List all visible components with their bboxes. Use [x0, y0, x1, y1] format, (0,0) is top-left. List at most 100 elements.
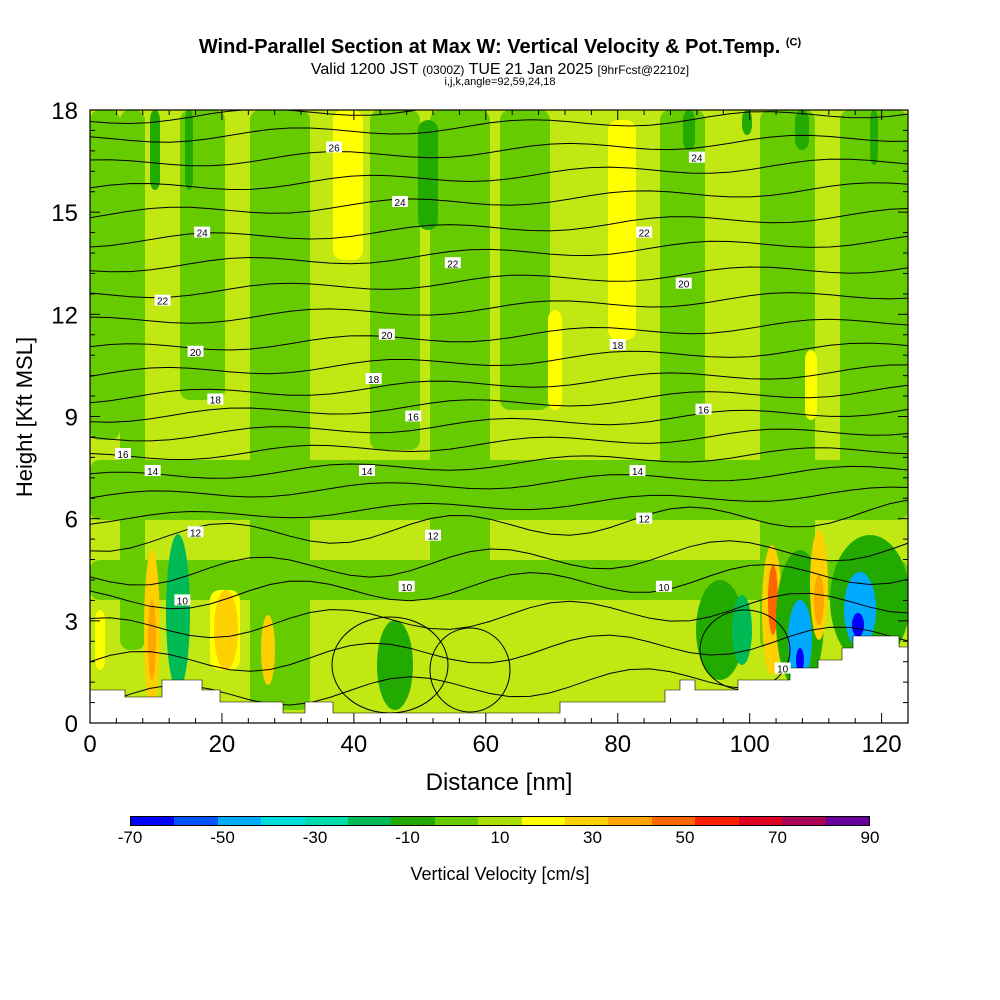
- velocity-cell: [732, 595, 752, 665]
- colorbar-tick-label: 70: [768, 828, 787, 847]
- contour-label: 10: [777, 665, 789, 676]
- isentrope: [90, 266, 908, 299]
- contour-label-box: [114, 447, 131, 459]
- x-tick-label: 120: [862, 731, 902, 758]
- velocity-cell: [90, 110, 120, 440]
- velocity-cell: [418, 120, 438, 230]
- contour-label-box: [207, 393, 224, 405]
- contour-label: 12: [639, 515, 651, 526]
- x-axis-label: Distance [nm]: [426, 769, 573, 796]
- contour-label-box: [174, 594, 191, 606]
- colorbar-swatch: [304, 817, 349, 825]
- velocity-cell: [660, 110, 705, 490]
- velocity-cell: [500, 110, 550, 410]
- velocity-cell: [166, 534, 190, 690]
- contour-label: 14: [362, 467, 374, 478]
- contour-label: 10: [177, 596, 189, 607]
- isentrope: [90, 342, 908, 377]
- y-tick-label: 6: [65, 507, 78, 534]
- contour-label-box: [187, 526, 204, 538]
- colorbar-swatch: [478, 817, 522, 825]
- valid-utc: (0300Z): [422, 63, 465, 77]
- velocity-shading: [90, 110, 908, 710]
- isentrope: [90, 158, 908, 191]
- colorbar-swatch: [738, 817, 783, 825]
- velocity-cell: [814, 575, 824, 625]
- isentrope: [90, 626, 908, 672]
- velocity-cell: [683, 110, 695, 150]
- chart-subtitle: Valid 1200 JST (0300Z) TUE 21 Jan 2025 […: [0, 61, 1000, 79]
- isentrope: [90, 428, 908, 460]
- colorbar-swatch: [565, 817, 609, 825]
- colorbar: [130, 816, 870, 826]
- y-axis-label: Height [Kft MSL]: [12, 337, 37, 497]
- contour-label: 24: [691, 154, 703, 165]
- plot-area: 26 24 24 24 22 22 22 20 20 20 18 18 18 16 16 16 14 14 14 12…: [90, 110, 908, 723]
- y-tick-label: 12: [51, 302, 78, 329]
- contour-label-box: [187, 345, 204, 357]
- colorbar-swatch: [131, 817, 175, 825]
- contour-label-box: [655, 580, 672, 592]
- colorbar-swatch: [782, 817, 826, 825]
- x-tick-label: 100: [730, 731, 770, 758]
- isentrope: [90, 182, 908, 219]
- colorbar-swatch: [174, 817, 218, 825]
- contour-label: 16: [117, 450, 129, 461]
- isentrope: [90, 408, 908, 442]
- colorbar-tick-label: 50: [675, 828, 695, 847]
- grid-indices: i,j,k,angle=92,59,24,18: [444, 76, 556, 88]
- velocity-cell: [214, 590, 238, 670]
- contour-labels: 26 24 24 24 22 22 22 20 20 20 18 18 18 16 16 16 14 14 14 12…: [114, 141, 791, 676]
- contour-label-box: [359, 464, 376, 476]
- colorbar-tick-label: -30: [302, 828, 328, 847]
- velocity-cell: [90, 560, 908, 600]
- contour-label: 20: [381, 331, 393, 342]
- colorbar-swatch: [521, 817, 566, 825]
- colorbar-swatch: [434, 817, 479, 825]
- velocity-cell: [377, 620, 413, 710]
- chart-title: Wind-Parallel Section at Max W: Vertical…: [0, 36, 1000, 59]
- isentrope: [90, 384, 908, 423]
- contour-label-box: [688, 151, 705, 163]
- isentrope: [90, 292, 908, 324]
- tick-labels: 0 20 40 60 80 100 120 0 3 6 9 12 15 18: [51, 98, 901, 758]
- colorbar-swatch: [825, 817, 869, 825]
- isentrope: [90, 486, 908, 525]
- colorbar-swatch: [695, 817, 739, 825]
- velocity-cell: [796, 648, 804, 672]
- contour-label-box: [398, 580, 415, 592]
- velocity-cell: [370, 110, 420, 450]
- contour-label-box: [636, 226, 653, 238]
- contour-label-box: [444, 257, 461, 269]
- isentrope: [90, 110, 420, 125]
- contour-label: 22: [639, 229, 651, 240]
- contour-label: 12: [427, 532, 439, 543]
- velocity-cell: [840, 110, 908, 480]
- velocity-cell: [185, 110, 193, 190]
- contour-label-box: [326, 141, 343, 153]
- velocity-cell: [805, 350, 817, 420]
- isentrope: [90, 318, 908, 351]
- contour-label-box: [695, 403, 712, 415]
- contour-label-box: [629, 464, 646, 476]
- contour-label-box: [609, 338, 626, 350]
- contour-label-box: [144, 464, 161, 476]
- contour-label: 20: [678, 280, 690, 291]
- velocity-cell: [90, 460, 908, 520]
- colorbar-tick-label: -50: [210, 828, 235, 847]
- colorbar-swatch: [261, 817, 305, 825]
- velocity-cell: [742, 110, 752, 135]
- contour-label: 24: [197, 229, 209, 240]
- velocity-cell: [148, 600, 156, 680]
- contour-label-box: [194, 226, 211, 238]
- contour-label-box: [154, 294, 171, 306]
- isentrope: [90, 540, 908, 586]
- contour-label: 24: [394, 198, 406, 209]
- contour-label: 14: [632, 467, 644, 478]
- y-tick-label: 3: [65, 609, 78, 636]
- y-tick-label: 9: [65, 405, 78, 432]
- contour-label-box: [425, 529, 442, 541]
- x-tick-label: 0: [83, 731, 96, 758]
- contour-label-box: [365, 373, 382, 385]
